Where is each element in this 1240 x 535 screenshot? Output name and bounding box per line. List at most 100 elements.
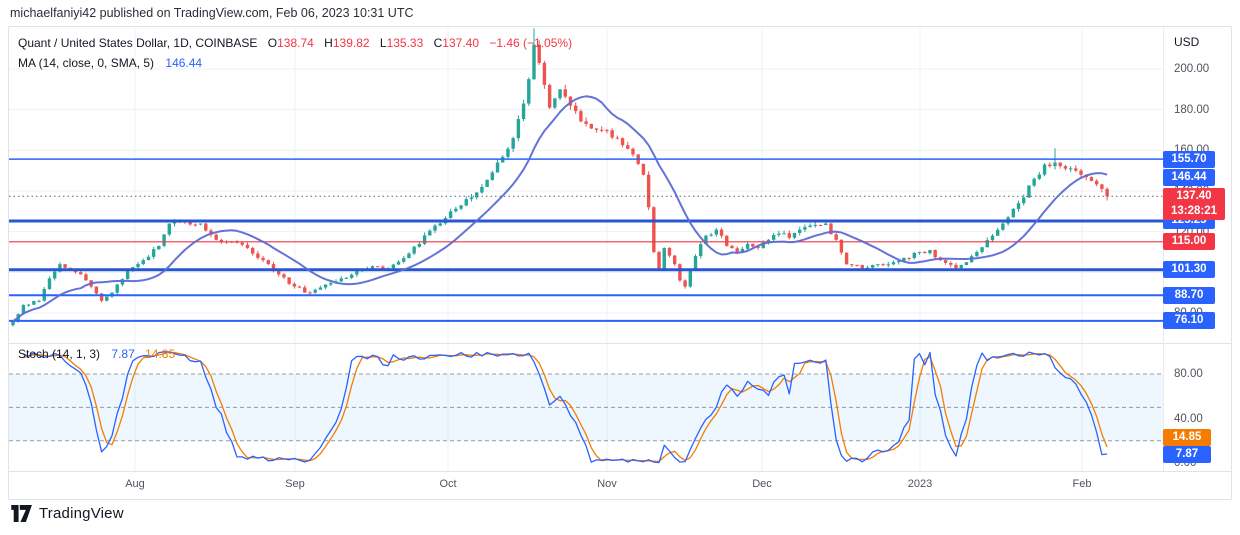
candle-body [933, 249, 937, 258]
symbol-title: Quant / United States Dollar, 1D, COINBA… [18, 36, 258, 50]
candle-body [151, 249, 156, 257]
candle-body [568, 96, 573, 106]
candle-body [907, 257, 911, 259]
candle-body [579, 111, 583, 122]
ohlc-close: C137.40 [433, 36, 479, 50]
main-chart-plot[interactable] [9, 27, 1163, 471]
candle-body [339, 278, 343, 282]
candle-body [860, 265, 864, 269]
candle-body [490, 172, 495, 180]
candle-body [428, 230, 432, 236]
candle-body [1037, 174, 1042, 179]
stoch-d-line[interactable] [23, 351, 1108, 463]
price-scale[interactable]: USD 200.00180.00160.00140.00120.00100.00… [1163, 27, 1232, 471]
candle-body [683, 280, 687, 287]
candle-body [751, 243, 755, 247]
candle-body [73, 270, 78, 273]
candle-body [1011, 208, 1016, 218]
candle-body [834, 234, 838, 240]
candle-body [798, 229, 802, 233]
candle-body [897, 260, 901, 263]
candle-body [714, 229, 719, 235]
candles-group [11, 28, 1109, 327]
symbol-header[interactable]: Quant / United States Dollar, 1D, COINBA… [18, 36, 572, 50]
candle-body [886, 264, 890, 266]
attribution-text: michaelfaniyi42 published on TradingView… [10, 6, 414, 20]
candle-body [58, 264, 62, 272]
candle-body [459, 205, 463, 209]
candle-body [850, 264, 854, 266]
candle-body [975, 251, 979, 257]
candle-body [396, 261, 401, 265]
price-badge-76.10: 76.10 [1163, 312, 1215, 330]
candle-body [266, 260, 270, 265]
candle-body [63, 264, 67, 268]
candle-body [740, 248, 745, 252]
candle-body [355, 270, 359, 275]
stoch-indicator-header[interactable]: Stoch (14, 1, 3) 7.87 14.85 [18, 347, 175, 361]
candle-body [344, 277, 349, 279]
candle-body [891, 262, 896, 265]
candle-body [480, 186, 484, 193]
candle-body [1105, 188, 1109, 197]
candle-body [949, 262, 953, 265]
candle-body [547, 84, 552, 108]
candle-body [771, 234, 776, 240]
axis-tick-40.00: 40.00 [1174, 412, 1203, 425]
candle-body [870, 265, 875, 268]
candle-body [323, 284, 328, 288]
pane-separator[interactable] [9, 343, 1231, 344]
change-value: −1.46 (−1.05%) [489, 36, 573, 50]
candle-body [600, 129, 604, 131]
candle-body [1094, 180, 1099, 185]
candle-body [1079, 170, 1083, 175]
ohlc-low: L135.33 [379, 36, 424, 50]
candle-body [902, 257, 906, 261]
candle-body [204, 223, 208, 231]
candle-body [735, 248, 739, 252]
candle-body [1100, 184, 1104, 189]
candle-body [438, 223, 442, 226]
candle-body [699, 244, 703, 257]
stoch-title: Stoch (14, 1, 3) [18, 347, 101, 361]
candle-body [766, 239, 771, 243]
candle-body [214, 234, 218, 240]
candle-body [448, 211, 453, 219]
candle-body [79, 272, 83, 275]
time-label-Feb: Feb [1072, 478, 1092, 490]
time-label-Nov: Nov [597, 478, 617, 490]
candle-body [271, 264, 276, 272]
tradingview-logo-text: TradingView [39, 505, 124, 522]
axis-tick-200.00: 200.00 [1174, 63, 1210, 75]
candle-body [32, 300, 36, 305]
candle-body [287, 277, 291, 284]
candle-body [318, 287, 323, 290]
candle-body [667, 247, 672, 256]
tradingview-logo[interactable]: TradingView [10, 505, 124, 522]
candle-body [407, 253, 411, 259]
candle-body [589, 123, 594, 129]
candle-body [688, 270, 692, 287]
candle-body [808, 225, 812, 228]
candle-body [495, 162, 500, 173]
price-badge-155.70: 155.70 [1163, 150, 1215, 168]
time-axis-separator [9, 471, 1231, 472]
candle-body [52, 271, 57, 279]
ma-line[interactable] [12, 95, 1108, 322]
candle-body [631, 148, 635, 155]
stoch-k-line[interactable] [23, 351, 1108, 464]
ma-indicator-header[interactable]: MA (14, close, 0, SMA, 5) 146.44 [18, 56, 202, 70]
time-axis[interactable]: Aug Sep Oct Nov Dec 2023 Feb [9, 471, 1231, 499]
chart-frame: Quant / United States Dollar, 1D, COINBA… [8, 26, 1232, 500]
ma-value: 146.44 [165, 56, 203, 70]
price-badge-146.44: 146.44 [1163, 169, 1215, 187]
candle-body [584, 121, 588, 124]
time-label-Aug: Aug [125, 478, 145, 490]
candle-body [527, 79, 531, 104]
candle-body [402, 258, 406, 262]
candle-body [329, 282, 333, 285]
candle-body [719, 229, 724, 236]
candle-body [792, 232, 797, 238]
price-badge-115.00: 115.00 [1163, 233, 1215, 251]
candle-body [777, 233, 781, 235]
